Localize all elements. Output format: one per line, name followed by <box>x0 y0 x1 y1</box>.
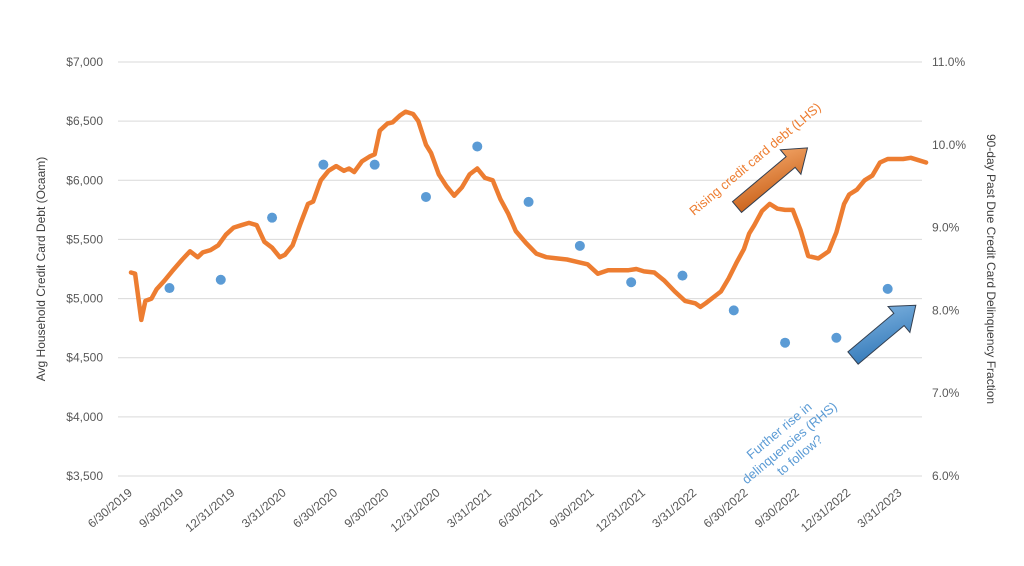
y-left-tick-label: $5,000 <box>66 292 103 306</box>
x-tick-label: 12/31/2022 <box>798 485 853 535</box>
delinquency-annotation-arrow <box>842 292 927 371</box>
delinquency-point <box>216 275 226 285</box>
y-right-tick-label: 11.0% <box>932 55 965 69</box>
x-tick-label: 12/31/2020 <box>388 485 443 535</box>
delinquency-point <box>780 338 790 348</box>
x-tick-label: 9/30/2019 <box>136 485 186 530</box>
y-axis-left-title: Avg Household Credit Card Debt (Ocaam) <box>34 157 48 382</box>
y-left-tick-label: $4,500 <box>66 351 103 365</box>
x-tick-label: 6/30/2019 <box>85 485 135 530</box>
delinquency-point <box>370 160 380 170</box>
y-left-tick-label: $6,500 <box>66 114 103 128</box>
delinquency-point <box>677 271 687 281</box>
x-tick-label: 9/30/2022 <box>752 485 802 530</box>
delinquency-point <box>575 241 585 251</box>
delinquency-point <box>729 305 739 315</box>
x-tick-label: 3/31/2023 <box>855 485 905 530</box>
y-left-tick-label: $7,000 <box>66 55 103 69</box>
debt-line-series <box>131 112 926 320</box>
delinquency-point <box>883 284 893 294</box>
x-tick-label: 3/31/2022 <box>649 485 699 530</box>
delinquency-point <box>626 277 636 287</box>
x-tick-label: 12/31/2021 <box>593 485 648 535</box>
delinquency-point <box>318 160 328 170</box>
y-right-tick-label: 8.0% <box>932 303 960 317</box>
y-left-tick-label: $5,500 <box>66 232 103 246</box>
x-tick-label: 9/30/2020 <box>342 485 392 530</box>
delinquency-point <box>831 333 841 343</box>
y-left-tick-label: $6,000 <box>66 173 103 187</box>
x-tick-label: 9/30/2021 <box>547 485 597 530</box>
y-right-tick-label: 6.0% <box>932 469 960 483</box>
x-tick-label: 6/30/2021 <box>495 485 545 530</box>
x-tick-label: 3/31/2021 <box>444 485 494 530</box>
x-tick-label: 6/30/2022 <box>701 485 751 530</box>
x-tick-label: 3/31/2020 <box>239 485 289 530</box>
x-tick-label: 12/31/2019 <box>183 485 238 535</box>
y-right-tick-label: 9.0% <box>932 221 960 235</box>
delinquency-point <box>472 141 482 151</box>
delinquency-point <box>421 192 431 202</box>
x-tick-label: 6/30/2020 <box>290 485 340 530</box>
delinquency-point <box>164 283 174 293</box>
y-left-tick-label: $4,000 <box>66 410 103 424</box>
delinquency-point <box>267 213 277 223</box>
y-axis-right-title: 90-day Past Due Credit Card Delinquency … <box>984 134 998 404</box>
delinquency-point <box>524 197 534 207</box>
delinquency-annotation-text: Further rise in delinquencies (RHS) to f… <box>729 386 851 499</box>
y-right-tick-label: 7.0% <box>932 386 960 400</box>
y-right-tick-label: 10.0% <box>932 138 966 152</box>
y-left-tick-label: $3,500 <box>66 469 103 483</box>
